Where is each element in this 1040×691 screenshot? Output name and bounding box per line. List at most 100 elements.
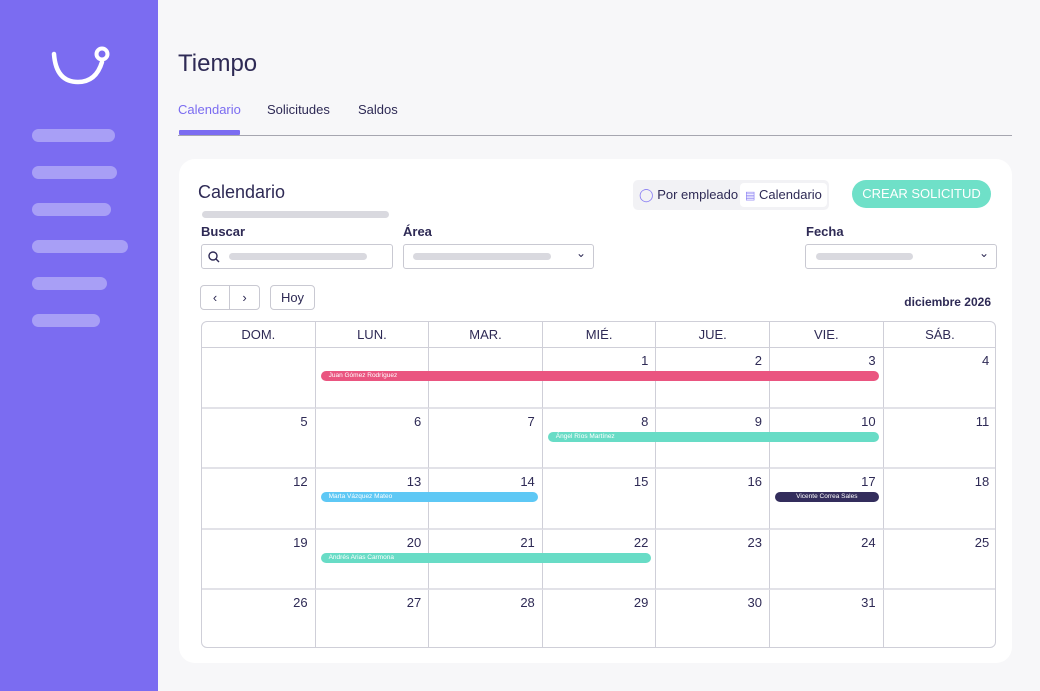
day-number: 27 <box>406 595 422 610</box>
tab-calendario[interactable]: Calendario <box>178 102 241 117</box>
placeholder-bar <box>816 253 913 260</box>
fecha-select[interactable]: ⌄ <box>805 244 997 269</box>
calendar-card: Calendario ◯ Por empleado ▤ Calendario C… <box>179 159 1012 663</box>
day-number: 20 <box>406 534 422 550</box>
day-cell[interactable]: 5 <box>202 408 316 469</box>
day-number: 6 <box>413 413 422 429</box>
prev-month-button[interactable]: ‹ <box>200 285 230 310</box>
day-cell[interactable]: 25 <box>883 530 995 590</box>
day-cell[interactable]: 27 <box>316 590 430 647</box>
day-cell[interactable]: 12 <box>202 469 316 530</box>
day-number: 8 <box>641 413 649 429</box>
day-number: 24 <box>861 534 876 550</box>
day-number: 17 <box>861 474 876 489</box>
view-calendario[interactable]: ▤ Calendario <box>740 183 827 207</box>
day-cell[interactable]: 16 <box>656 469 770 530</box>
day-cell[interactable]: 29 <box>543 590 657 647</box>
day-cell[interactable]: 4 <box>883 348 995 409</box>
chevron-down-icon: ⌄ <box>575 246 586 260</box>
placeholder-bar <box>229 253 367 260</box>
month-label: diciembre 2026 <box>904 295 991 309</box>
day-number: 30 <box>747 595 762 610</box>
day-number: 13 <box>406 474 422 489</box>
event-bar[interactable]: Juan Gómez Rodríguez <box>320 371 879 381</box>
day-number: 28 <box>520 595 535 610</box>
user-icon: ◯ <box>639 187 654 202</box>
event-bar[interactable]: Ángel Ríos Martínez <box>547 431 879 442</box>
calendar-icon: ▤ <box>745 190 756 202</box>
create-request-button[interactable]: CREAR SOLICITUD <box>852 180 991 208</box>
day-number: 25 <box>974 534 990 550</box>
search-input[interactable] <box>201 244 393 269</box>
day-number: 4 <box>981 353 990 368</box>
day-number: 12 <box>293 474 308 489</box>
sidebar-item[interactable] <box>32 277 107 290</box>
page-title: Tiempo <box>178 50 258 77</box>
sidebar-item[interactable] <box>32 166 117 179</box>
day-number: 21 <box>520 534 535 550</box>
day-cell[interactable]: 28 <box>429 590 543 647</box>
card-title: Calendario <box>198 182 286 202</box>
active-tab-indicator <box>179 130 240 135</box>
day-number: 5 <box>300 413 308 429</box>
weekday-header: LUN. <box>315 322 430 348</box>
chevron-left-icon: ‹ <box>212 290 218 305</box>
day-number: 19 <box>293 534 308 550</box>
day-cell[interactable] <box>884 590 995 647</box>
day-number: 1 <box>641 353 649 368</box>
area-select[interactable]: ⌄ <box>403 244 594 269</box>
day-cell[interactable]: 18 <box>883 469 995 530</box>
event-bar[interactable]: Marta Vázquez Mateo <box>320 492 538 502</box>
day-cell[interactable]: 22 <box>542 529 657 590</box>
day-number: 10 <box>861 413 876 429</box>
area-label: Área <box>403 224 432 239</box>
tab-solicitudes[interactable]: Solicitudes <box>267 102 330 117</box>
day-cell[interactable]: 6 <box>315 408 430 469</box>
weekday-header: MAR. <box>429 322 543 348</box>
day-number: 18 <box>974 474 990 489</box>
event-bar[interactable]: Andrés Arias Carmona <box>320 552 652 563</box>
day-cell[interactable]: 11 <box>883 409 995 469</box>
sidebar-item[interactable] <box>32 203 111 216</box>
day-cell[interactable]: 3 <box>770 348 884 409</box>
chevron-right-icon: › <box>242 290 247 305</box>
day-number: 29 <box>633 595 649 610</box>
sidebar-item[interactable] <box>32 240 128 253</box>
tab-saldos[interactable]: Saldos <box>358 102 398 117</box>
today-button[interactable]: Hoy <box>270 285 315 310</box>
day-number: 23 <box>747 534 762 550</box>
calendar-grid: DOM. LUN. MAR. MIÉ. JUE. VIE. SÁB. 1 2 3 4 5 6 7 8 9 10 1… <box>201 321 996 648</box>
day-number: 14 <box>520 474 535 489</box>
search-icon <box>208 251 220 263</box>
day-cell[interactable]: 31 <box>770 590 884 647</box>
view-por-empleado[interactable]: ◯ Por empleado <box>639 187 739 202</box>
day-cell[interactable] <box>202 348 316 409</box>
day-cell[interactable]: 26 <box>202 590 316 647</box>
day-cell[interactable]: 14 <box>429 469 543 530</box>
placeholder-bar <box>413 253 551 260</box>
sidebar-item[interactable] <box>32 314 100 327</box>
day-cell[interactable]: 30 <box>656 590 770 647</box>
day-cell[interactable]: 19 <box>202 529 316 590</box>
sidebar-item[interactable] <box>32 129 115 142</box>
view-toggle: ◯ Por empleado ▤ Calendario <box>633 180 829 210</box>
day-cell[interactable]: 17 <box>770 469 884 530</box>
weekday-header: VIE. <box>770 322 884 348</box>
event-bar[interactable]: Vicente Correa Sales <box>775 492 879 502</box>
day-cell[interactable]: 10 <box>770 408 884 469</box>
day-number: 2 <box>754 353 762 368</box>
weekday-header: JUE. <box>656 322 770 348</box>
weekday-header: SÁB. <box>883 322 995 348</box>
tab-bar: Calendario Solicitudes Saldos <box>178 102 1012 136</box>
next-month-button[interactable]: › <box>229 285 260 310</box>
day-number: 26 <box>293 595 308 610</box>
logo <box>51 46 110 85</box>
day-number: 9 <box>754 413 762 429</box>
day-cell[interactable]: 23 <box>656 529 770 590</box>
sidebar <box>0 0 158 691</box>
day-number: 3 <box>868 353 876 368</box>
day-cell[interactable]: 7 <box>429 408 543 469</box>
day-cell[interactable]: 24 <box>770 529 884 590</box>
day-cell[interactable]: 15 <box>542 469 657 530</box>
day-number: 22 <box>633 534 649 550</box>
